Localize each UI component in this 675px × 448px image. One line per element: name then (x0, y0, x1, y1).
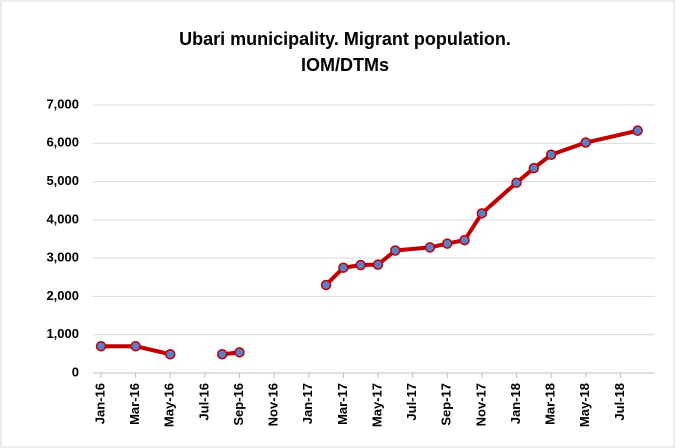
x-tick-label: Jan-16 (92, 383, 107, 424)
point (390, 245, 401, 256)
x-tick-label: May-17 (369, 383, 384, 427)
y-tick-label: 1,000 (46, 326, 79, 341)
x-tick-label: Nov-16 (266, 383, 281, 426)
y-tick-label: 0 (72, 364, 79, 379)
y-tick-label: 7,000 (46, 96, 79, 111)
x-tick-label: Jul-18 (612, 383, 627, 421)
point (130, 340, 141, 352)
chart-title: Ubari municipality. Migrant population. (179, 29, 511, 49)
point (459, 234, 470, 246)
point (632, 125, 643, 136)
point (424, 242, 436, 253)
point (95, 340, 107, 352)
point (338, 262, 349, 273)
point (165, 348, 176, 360)
point (372, 259, 384, 270)
x-tick-label: May-16 (162, 383, 177, 427)
x-tick-label: Mar-16 (127, 383, 142, 425)
x-tick-label: May-18 (577, 383, 592, 427)
y-tick-label: 6,000 (46, 135, 79, 150)
point (355, 259, 366, 271)
chart-title: IOM/DTMs (301, 55, 389, 75)
x-tick-label: Sep-17 (439, 383, 454, 426)
y-tick-label: 5,000 (46, 173, 79, 188)
point (476, 208, 488, 219)
y-tick-label: 3,000 (46, 250, 79, 265)
point (234, 347, 245, 358)
point (442, 238, 453, 249)
point (580, 137, 591, 148)
point (545, 149, 557, 161)
point (511, 177, 522, 188)
x-tick-label: Mar-18 (543, 383, 558, 425)
point (528, 162, 540, 174)
x-tick-label: Jul-17 (404, 383, 419, 421)
y-tick-label: 4,000 (46, 211, 79, 226)
point (216, 348, 228, 360)
x-tick-label: Mar-17 (335, 383, 350, 425)
point (320, 279, 332, 291)
x-tick-label: Jan-18 (508, 383, 523, 424)
x-tick-label: Nov-17 (473, 383, 488, 426)
x-tick-label: Sep-16 (231, 383, 246, 426)
y-tick-label: 2,000 (46, 288, 79, 303)
x-tick-label: Jan-17 (300, 383, 315, 424)
x-tick-label: Jul-16 (196, 383, 211, 421)
